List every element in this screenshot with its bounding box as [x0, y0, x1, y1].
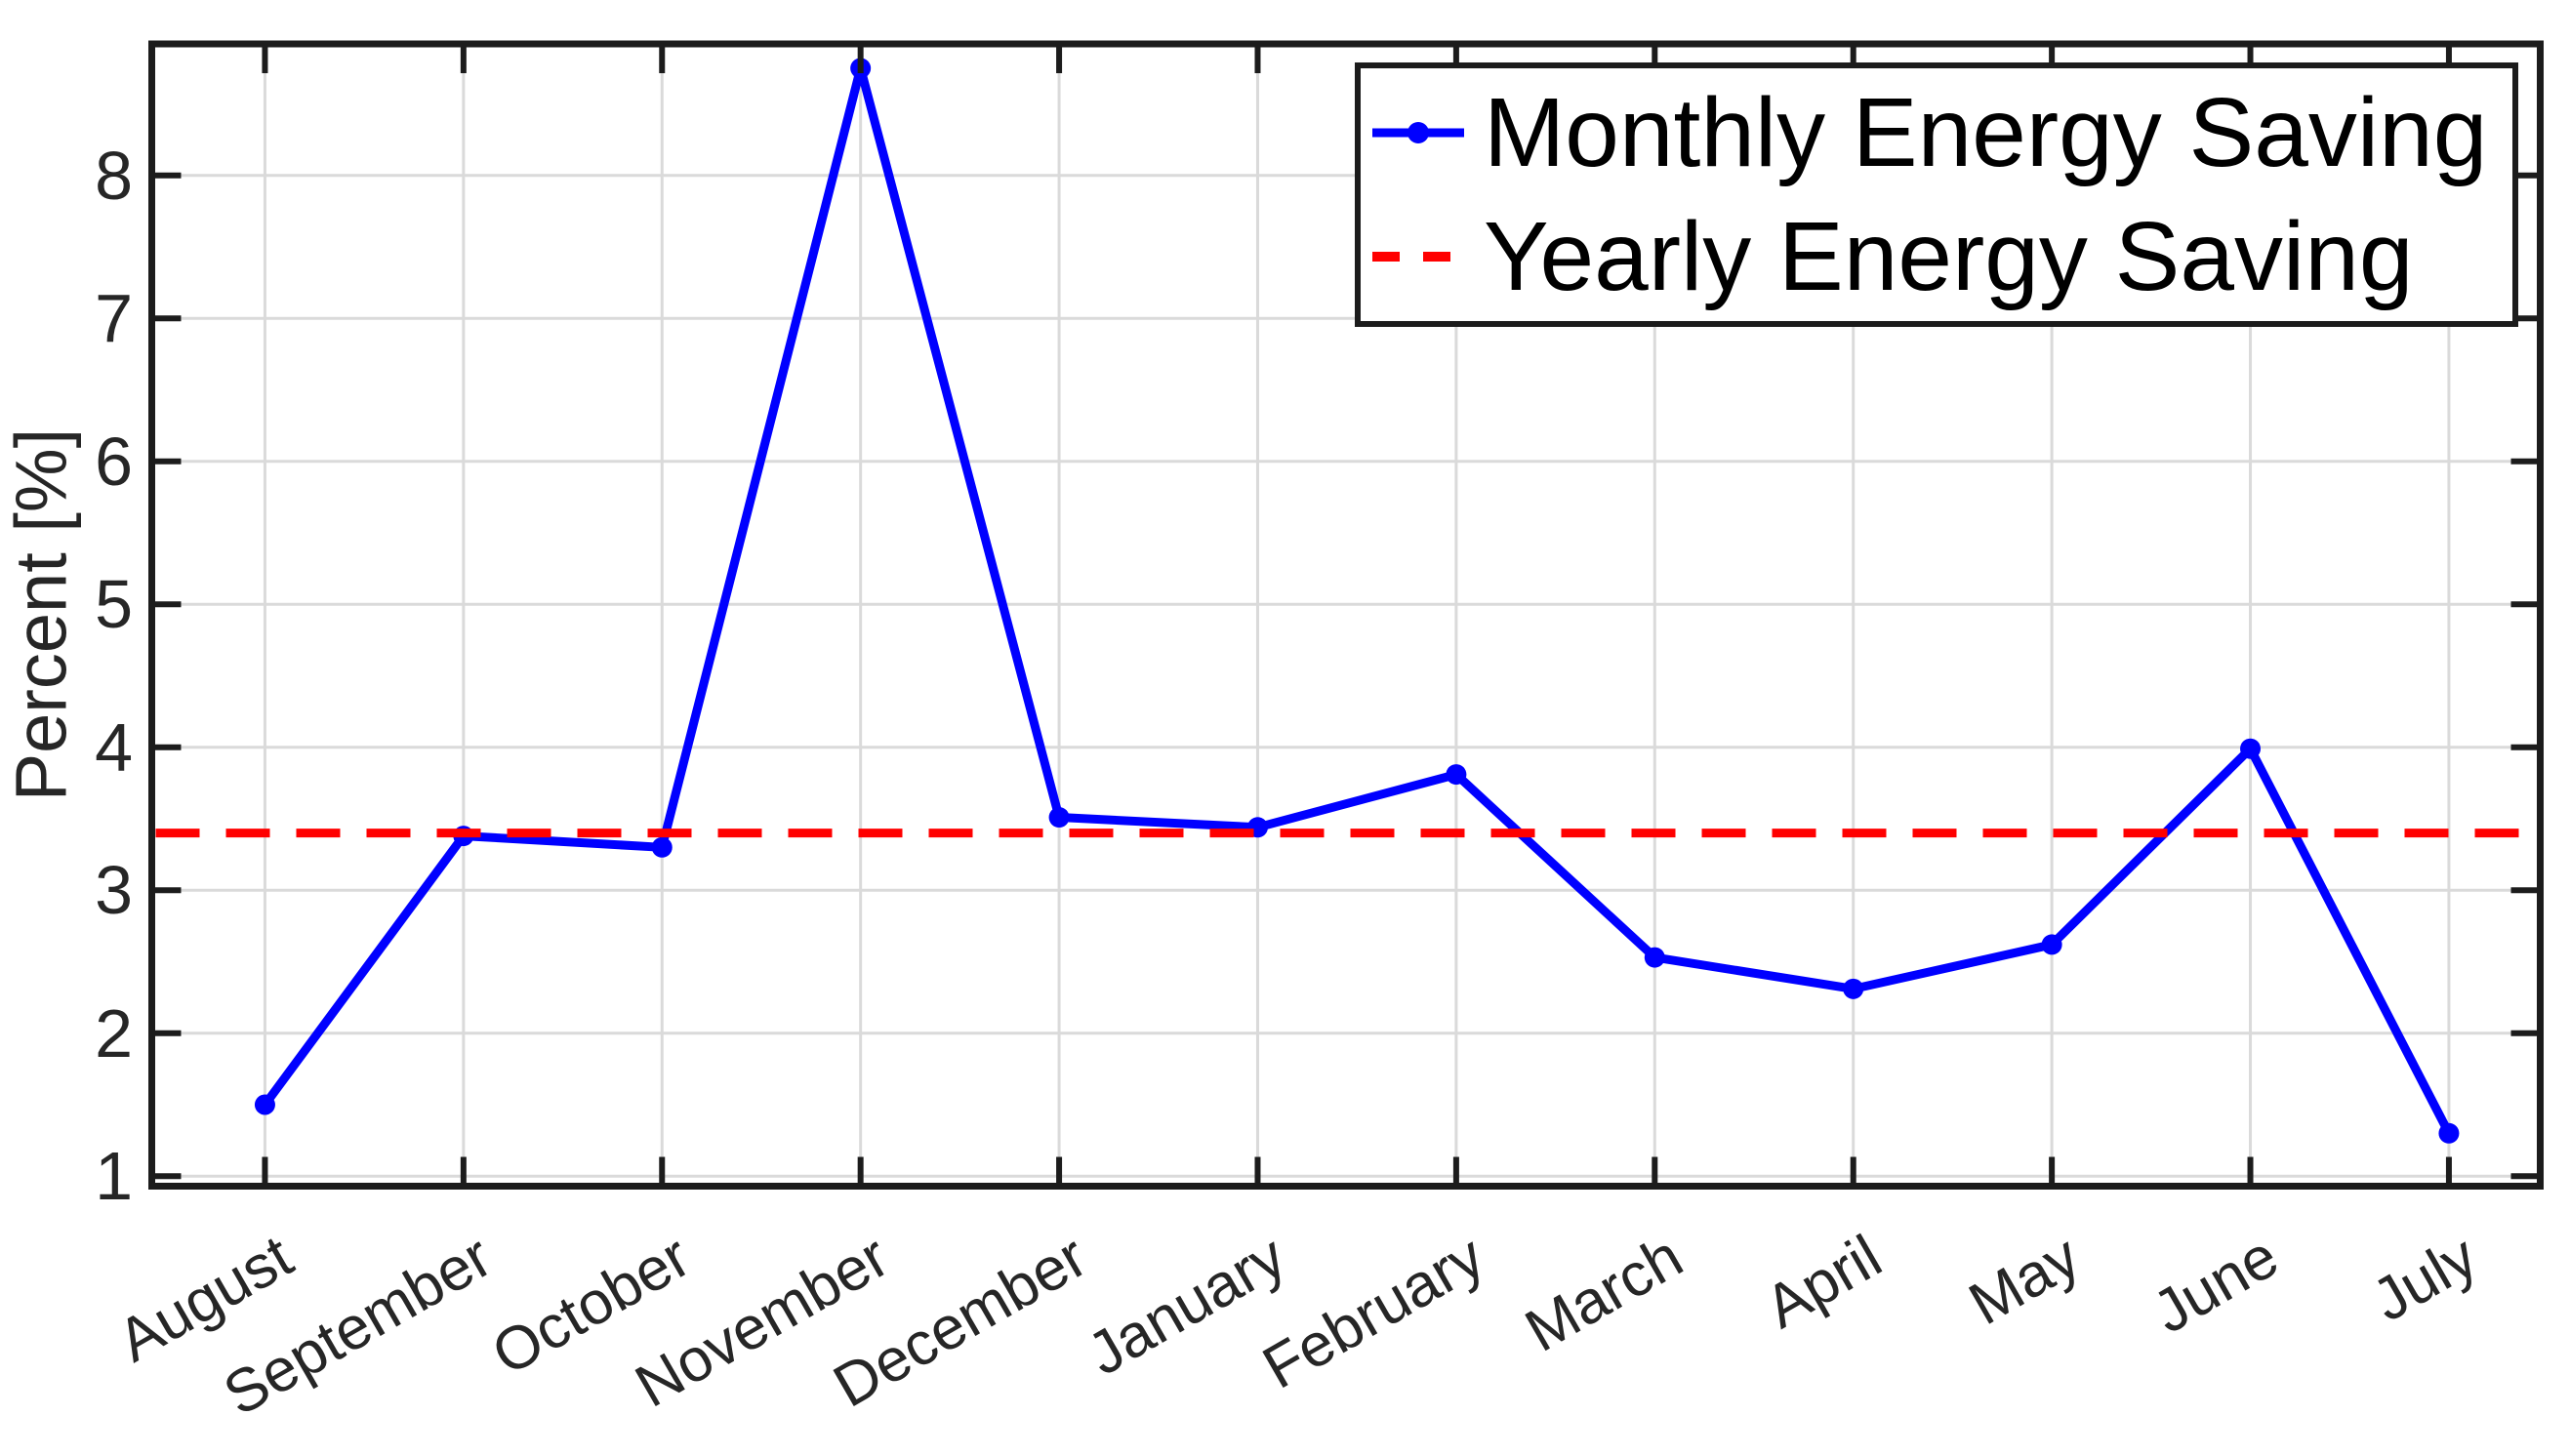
legend-marker-dashed-line-icon — [1372, 251, 1450, 262]
y-tick-label: 1 — [95, 1138, 133, 1215]
legend-row-monthly: Monthly Energy Saving — [1368, 74, 2512, 191]
monthly-data-point — [1644, 947, 1665, 968]
monthly-data-point — [254, 1094, 275, 1115]
y-tick-label: 7 — [95, 280, 133, 357]
legend-marker-solid-line-dot-icon — [1372, 122, 1464, 144]
monthly-data-point — [2041, 934, 2062, 955]
y-tick-label: 6 — [95, 423, 133, 500]
legend-row-yearly: Yearly Energy Saving — [1368, 198, 2512, 315]
y-tick-label: 8 — [95, 137, 133, 214]
y-tick-label: 5 — [95, 566, 133, 643]
monthly-data-point — [2438, 1122, 2460, 1144]
monthly-data-point — [2240, 738, 2262, 759]
legend-label-monthly: Monthly Energy Saving — [1484, 78, 2488, 188]
legend-label-yearly: Yearly Energy Saving — [1484, 201, 2414, 311]
y-tick-label: 4 — [95, 708, 133, 786]
y-tick-label: 3 — [95, 852, 133, 929]
legend: Monthly Energy Saving Yearly Energy Savi… — [1355, 62, 2518, 327]
monthly-data-point — [651, 836, 673, 858]
monthly-series-line — [261, 63, 2453, 1136]
monthly-data-point — [1048, 807, 1070, 829]
monthly-data-point — [1446, 764, 1467, 786]
axis-box — [148, 40, 2544, 1190]
y-tick-label: 2 — [95, 994, 133, 1072]
monthly-data-point — [1843, 978, 1864, 999]
